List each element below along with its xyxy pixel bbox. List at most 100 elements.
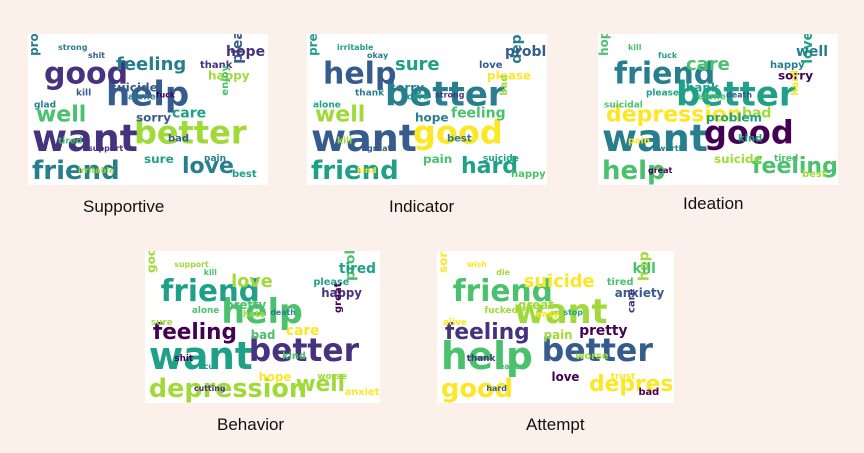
cloud-word: pretty: [579, 323, 627, 339]
cloud-word: glad: [34, 101, 56, 111]
cloud-word: help: [106, 75, 189, 114]
cloud-word: hope: [226, 44, 265, 60]
cloud-word: kill: [628, 43, 642, 52]
cloud-word: pain: [628, 136, 650, 146]
cloud-word: happy: [321, 286, 362, 300]
cloud-word: leave: [496, 362, 520, 371]
caption-behavior: Behavior: [217, 415, 285, 434]
cloud-word: help: [602, 156, 666, 185]
cloud-word: want: [149, 334, 253, 378]
cloud-word: care: [627, 288, 638, 313]
cloud-word: die: [496, 268, 510, 277]
cloud-word: better: [134, 113, 247, 151]
cloud-word: friend: [453, 274, 553, 309]
cloud-word: irritable: [337, 43, 374, 52]
cloud-word: well: [36, 102, 86, 127]
cloud-word: good: [145, 251, 158, 273]
cloud-word: want: [602, 116, 708, 160]
cloud-word: great: [648, 166, 672, 175]
cloud-word: good: [441, 374, 513, 403]
cloud-word: depression: [589, 372, 674, 397]
cloud-word: worth: [658, 144, 685, 153]
cloud-word: bad: [742, 105, 771, 121]
cloud-word: sure: [144, 152, 174, 166]
cloud-word: strong: [435, 91, 465, 100]
cloud-word: pain: [544, 328, 573, 342]
cloud-word: thank: [200, 60, 233, 71]
cloud-word: fucked: [484, 306, 518, 316]
cloud-word: good: [44, 57, 128, 92]
cloud-word: please: [230, 34, 246, 64]
cloud-word: want: [311, 116, 417, 160]
cloud-word: problem: [505, 44, 547, 60]
cloud-word: tired: [339, 261, 376, 277]
cloud-word: well: [296, 372, 345, 397]
cloud-word: better: [249, 333, 360, 369]
cloud-word: support: [88, 144, 123, 153]
cloud-word: pretty: [307, 34, 320, 56]
caption-ideation: Ideation: [683, 194, 744, 213]
cloud-word: friend: [32, 156, 120, 185]
cloud-word: enjoy: [220, 65, 231, 96]
cloud-word: feeling: [752, 154, 838, 179]
cloud-word: friend: [311, 156, 399, 185]
cloud-word: easy: [536, 310, 559, 320]
cloud-word: sorry: [437, 251, 450, 273]
cloud-word: death: [270, 308, 296, 317]
cloud-word: feeling: [451, 105, 506, 121]
cloud-word: alone: [313, 101, 341, 111]
cloud-word: love: [479, 60, 503, 71]
cloud-word: okay: [367, 51, 389, 60]
cloud-word: love: [800, 34, 816, 64]
cloud-word: care: [686, 54, 730, 75]
cloud-word: great: [333, 282, 344, 313]
cloud-word: shit: [88, 51, 105, 60]
cloud-word: problem: [343, 251, 359, 281]
cloud-word: hard: [486, 384, 507, 393]
cloud-word: friend: [614, 57, 715, 92]
cloud-word: depression: [606, 102, 743, 127]
cloud-word: feeling: [116, 54, 186, 75]
cloud-word: hope: [636, 251, 652, 281]
cloud-word: alive: [443, 318, 467, 328]
cloud-word: anxiety: [615, 286, 665, 300]
cloud-word: bad: [499, 75, 510, 96]
caption-supportive: Supportive: [83, 197, 165, 216]
cloud-word: best: [232, 169, 257, 180]
cloud-word: irritable: [78, 166, 115, 175]
cloud-word: pain: [423, 152, 452, 166]
cloud-word: care: [407, 93, 429, 103]
cloud-word: cut: [204, 362, 218, 371]
cloud-word: fuck: [156, 91, 176, 100]
cloud-word: care: [286, 323, 319, 339]
cloud-word: kill: [76, 89, 91, 99]
cloud-word: friend: [161, 273, 260, 308]
cloud-word: kill: [337, 136, 352, 146]
cloud-word: want: [514, 292, 608, 331]
cloud-word: happy: [511, 169, 546, 180]
cloud-word: tired: [58, 136, 82, 146]
cloud-word: feeling: [445, 320, 530, 345]
cloud-word: suicide: [524, 271, 595, 292]
cloud-word: happy: [208, 69, 250, 83]
cloud-word: hate: [243, 310, 265, 320]
cloud-word: better: [542, 332, 654, 369]
cloud-word: thank: [355, 89, 385, 99]
cloud-word: kind: [282, 351, 306, 362]
cloud-word: pain: [204, 154, 226, 164]
cloud-word: thank: [467, 354, 497, 364]
cloud-word: shit: [174, 354, 193, 364]
cloud-word: please: [313, 277, 349, 288]
cloud-word: worse: [575, 351, 609, 362]
cloud-word: good: [413, 113, 503, 151]
cloud-word: trust: [611, 372, 636, 382]
wordcloud-supportive: want help good better friend well love feeling p…: [28, 34, 268, 185]
cloud-word: hope: [415, 110, 449, 124]
cloud-word: problem: [706, 110, 762, 124]
cloud-word: suicidal: [604, 101, 643, 111]
